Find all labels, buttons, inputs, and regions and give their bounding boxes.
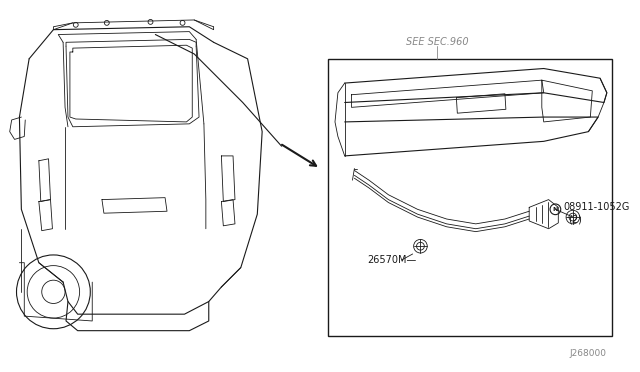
Text: 08911-1052G: 08911-1052G [563, 202, 630, 212]
Text: N: N [553, 207, 558, 212]
Text: (2): (2) [568, 214, 582, 224]
Text: J268000: J268000 [570, 349, 607, 357]
Text: 26570M—: 26570M— [367, 255, 416, 265]
Bar [328, 59, 612, 336]
Text: SEE SEC.960: SEE SEC.960 [406, 37, 468, 47]
